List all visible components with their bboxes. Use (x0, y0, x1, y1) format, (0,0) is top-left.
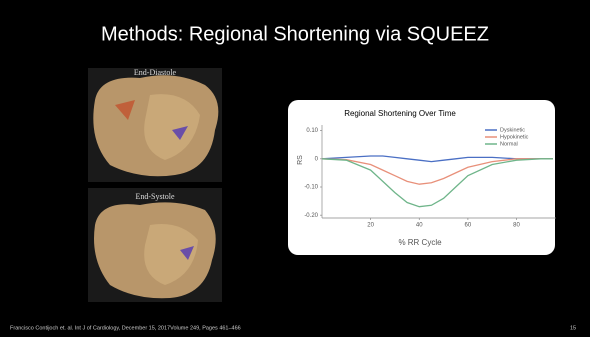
x-axis-label: % RR Cycle (398, 238, 442, 247)
heart-image: End-Diastole (88, 68, 222, 182)
page-number: 15 (570, 325, 576, 331)
chart-title: Regional Shortening Over Time (344, 109, 456, 118)
x-tick-label: 40 (416, 223, 423, 229)
slide-canvas: Methods: Regional Shortening via SQUEEZ … (0, 0, 590, 337)
y-tick-label: -0.20 (304, 213, 318, 219)
image-label: End-Diastole (134, 68, 177, 77)
legend-label: Normal (500, 141, 518, 147)
x-tick-label: 20 (367, 223, 374, 229)
slide: Methods: Regional Shortening via SQUEEZ … (0, 0, 590, 337)
y-tick-label: 0.10 (306, 128, 318, 134)
chart-card (288, 100, 555, 255)
heart-image: End-Systole (88, 188, 222, 302)
y-axis-label: RS (297, 155, 304, 165)
y-tick-label: -0.10 (304, 185, 318, 191)
legend-label: Dyskinetic (500, 127, 525, 133)
footer-citation: Francisco Contijoch et. al. Int J of Car… (10, 325, 241, 331)
x-tick-label: 60 (465, 223, 472, 229)
image-label: End-Systole (135, 192, 175, 201)
legend-label: Hypokinetic (500, 134, 529, 140)
x-tick-label: 80 (513, 223, 520, 229)
slide-title: Methods: Regional Shortening via SQUEEZ (101, 23, 489, 45)
